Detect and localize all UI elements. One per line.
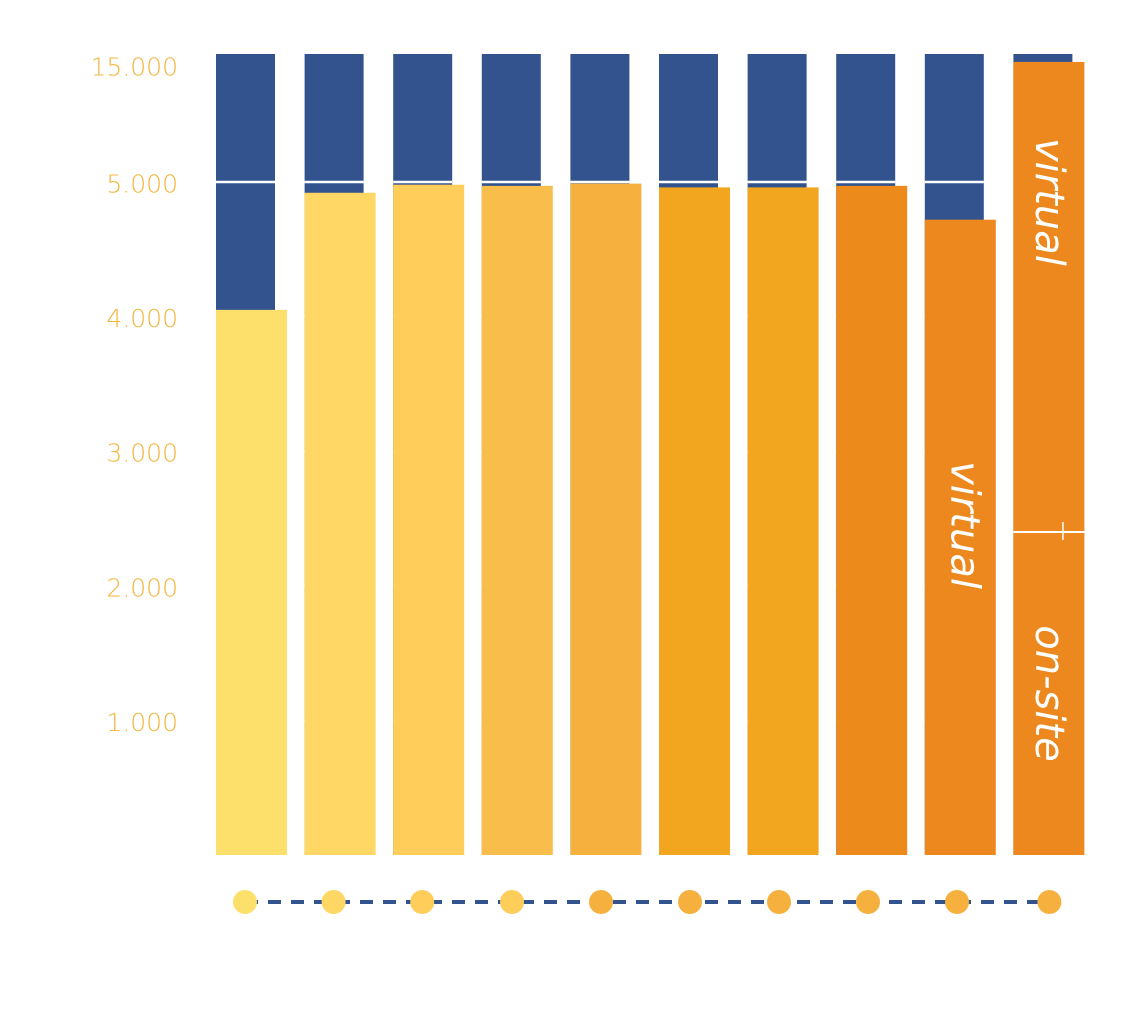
bar-labels: virtual on-site virtual [941, 138, 1072, 762]
timeline-dot-1 [233, 890, 257, 914]
y-tick-label: 15.000 [91, 53, 178, 82]
timeline-dot-6 [678, 890, 702, 914]
y-tick-label: 4.000 [106, 304, 178, 333]
y-tick-label: 2.000 [106, 573, 178, 602]
bar-label-lower: on-site [1026, 625, 1072, 762]
timeline-dot-7 [767, 890, 791, 914]
timeline-dot-4 [500, 890, 524, 914]
bars [216, 61, 1085, 856]
y-tick-label: 5.000 [106, 170, 178, 199]
bar-annotation: virtual [941, 461, 987, 589]
y-tick-label: 3.000 [106, 439, 178, 468]
timeline-dot-8 [856, 890, 880, 914]
bar-3 [393, 184, 465, 855]
y-tick-label: 1.000 [106, 708, 178, 737]
timeline-dot-10 [1037, 890, 1062, 914]
bar-7 [747, 187, 819, 855]
timeline-dot-5 [589, 890, 613, 914]
bar-1 [216, 309, 287, 855]
bar-2 [304, 192, 376, 855]
bar-8 [836, 185, 908, 856]
timeline [233, 890, 1062, 914]
bar-6 [659, 187, 730, 855]
timeline-dot-2 [321, 890, 346, 914]
bar-10 [1013, 61, 1085, 856]
bar-4 [481, 185, 553, 856]
timeline-dot-9 [945, 890, 969, 914]
y-axis-ticks: 1.000 2.000 3.000 4.000 5.000 15.000 [91, 53, 178, 737]
timeline-dot-3 [410, 890, 435, 914]
bar-label-upper: virtual [1026, 138, 1072, 266]
bar-9 [924, 219, 996, 856]
bar-5 [570, 183, 642, 855]
